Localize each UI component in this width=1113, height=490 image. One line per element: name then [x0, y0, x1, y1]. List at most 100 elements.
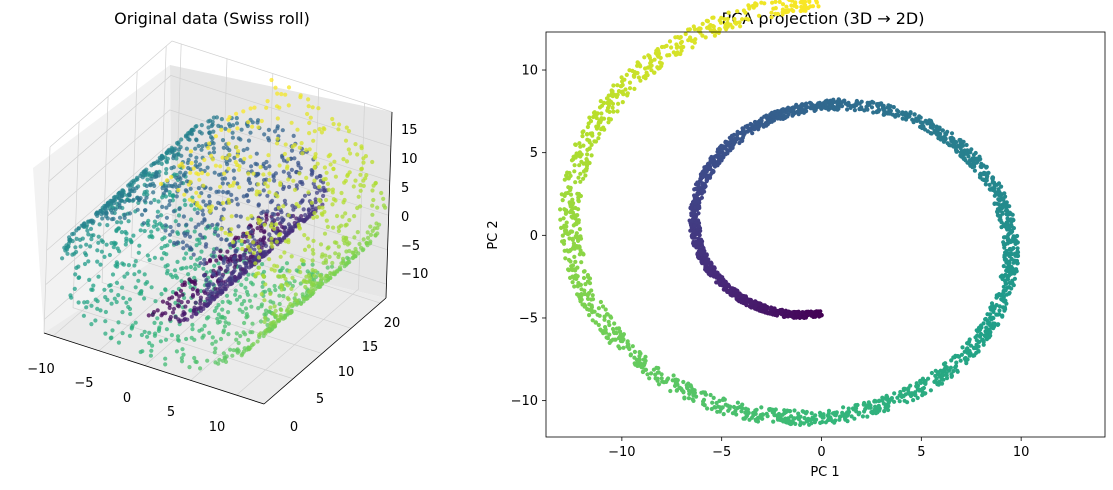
data-point-3d	[298, 270, 303, 275]
data-point-3d	[132, 189, 137, 194]
data-point-3d	[201, 266, 206, 271]
data-point-3d	[310, 258, 315, 263]
data-point-3d	[95, 306, 100, 311]
data-point	[988, 330, 993, 335]
data-point-3d	[269, 327, 274, 332]
data-point-3d	[254, 162, 260, 167]
data-point	[705, 19, 711, 24]
data-point	[820, 419, 825, 425]
data-point-3d	[238, 137, 243, 142]
data-point-3d	[277, 105, 282, 110]
data-point-3d	[267, 257, 272, 262]
data-point	[607, 103, 612, 108]
data-point-3d	[182, 282, 187, 287]
data-point	[1000, 305, 1006, 310]
data-point-3d	[274, 239, 279, 244]
data-point-3d	[179, 356, 184, 361]
data-point-3d	[220, 299, 225, 305]
data-point-3d	[253, 273, 258, 279]
data-point	[885, 110, 890, 115]
data-point-3d	[176, 231, 181, 236]
data-point-3d	[324, 197, 329, 203]
data-point-3d	[144, 183, 149, 189]
data-point	[762, 303, 768, 308]
data-point-3d	[307, 120, 312, 126]
data-point-3d	[193, 225, 198, 230]
data-point	[638, 78, 643, 83]
data-point	[980, 337, 985, 342]
data-point-3d	[227, 152, 232, 158]
data-point-3d	[200, 170, 205, 176]
data-point	[757, 302, 762, 307]
data-point	[740, 17, 745, 22]
data-point	[897, 399, 902, 404]
data-point-3d	[235, 126, 240, 131]
data-point	[1005, 208, 1010, 213]
data-point	[975, 333, 980, 338]
data-point	[831, 104, 836, 109]
data-point-3d	[285, 296, 290, 301]
data-point	[987, 182, 992, 187]
data-point	[769, 15, 774, 20]
data-point	[1007, 290, 1012, 295]
data-point-3d	[283, 92, 288, 97]
data-point-3d	[199, 191, 204, 196]
data-point-3d	[263, 316, 268, 321]
data-point-3d	[225, 278, 231, 283]
data-point	[887, 106, 892, 111]
data-point-3d	[195, 210, 200, 216]
data-point-3d	[114, 228, 119, 234]
data-point	[709, 154, 714, 160]
data-point-3d	[231, 240, 236, 245]
data-point-3d	[339, 261, 344, 266]
data-point	[579, 260, 584, 265]
data-point	[578, 154, 583, 159]
data-point-3d	[310, 268, 315, 273]
data-point-3d	[374, 221, 379, 226]
data-point	[559, 225, 564, 230]
data-point	[1009, 271, 1014, 276]
data-point-3d	[227, 282, 232, 287]
data-point	[967, 337, 972, 342]
chart-3d-title: Original data (Swiss roll)	[114, 9, 310, 28]
data-point-3d	[336, 244, 341, 249]
data-point	[727, 284, 732, 289]
data-point-3d	[317, 184, 322, 189]
data-point-3d	[270, 244, 275, 249]
data-point-3d	[330, 202, 335, 207]
data-point	[782, 314, 787, 319]
data-point	[706, 25, 711, 30]
data-point-3d	[188, 186, 193, 191]
data-point	[658, 55, 663, 61]
data-point	[955, 369, 960, 374]
data-point-3d	[215, 320, 220, 325]
data-point-3d	[262, 178, 267, 183]
data-point-3d	[306, 244, 311, 249]
data-point-3d	[299, 141, 304, 146]
data-point-3d	[167, 198, 172, 204]
data-point-3d	[275, 141, 280, 146]
data-point-3d	[159, 313, 164, 318]
data-point	[941, 137, 946, 142]
data-point	[643, 66, 648, 71]
data-point	[960, 143, 966, 148]
grid-line	[48, 75, 391, 182]
data-point	[618, 84, 623, 89]
data-point-3d	[97, 222, 102, 227]
data-point	[920, 386, 925, 391]
data-point-3d	[152, 320, 157, 325]
data-point-3d	[122, 215, 127, 221]
data-point	[700, 183, 705, 188]
data-point	[853, 403, 858, 408]
data-point-3d	[248, 154, 253, 159]
data-point-3d	[245, 146, 250, 151]
data-point-3d	[370, 188, 375, 193]
data-point-3d	[322, 127, 327, 132]
data-point-3d	[207, 194, 212, 199]
data-point	[731, 404, 737, 410]
data-point	[720, 281, 725, 286]
data-point-3d	[109, 288, 114, 293]
data-point-3d	[233, 249, 238, 254]
data-point-3d	[202, 157, 207, 162]
data-point-3d	[262, 132, 267, 137]
